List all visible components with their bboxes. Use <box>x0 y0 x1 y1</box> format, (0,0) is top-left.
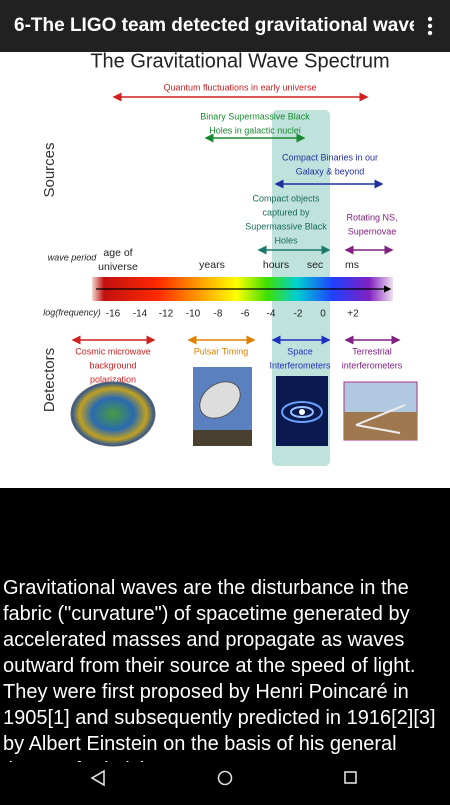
figure-title: The Gravitational Wave Spectrum <box>90 50 389 72</box>
source-label: Compact objects <box>252 193 320 203</box>
cmb-image <box>70 381 156 447</box>
detector-label: polarization <box>90 374 136 384</box>
frequency-tick: -8 <box>214 309 223 320</box>
source-label: captured by <box>262 207 310 217</box>
period-label: universe <box>98 261 138 273</box>
recents-button[interactable] <box>344 771 357 784</box>
arrows <box>71 92 401 345</box>
source-label: Holes <box>274 235 298 245</box>
source-label: Binary Supermassive Black <box>200 111 310 121</box>
frequency-tick: -4 <box>267 309 276 320</box>
nav-buttons <box>90 769 357 787</box>
frequency-tick: -6 <box>241 309 250 320</box>
frequency-tick: -12 <box>159 309 174 320</box>
wave-period-label: wave period <box>48 252 98 262</box>
period-label: sec <box>307 259 323 271</box>
source-label: Rotating NS, <box>346 212 397 222</box>
detector-label: Interferometers <box>269 360 331 370</box>
source-label: Galaxy & beyond <box>296 166 365 176</box>
source-label: Holes in galactic nuclei <box>209 125 301 135</box>
period-label: years <box>199 259 225 271</box>
home-button[interactable] <box>217 770 233 786</box>
source-label: Supermassive Black <box>245 221 327 231</box>
log-frequency-label: log(frequency) <box>43 307 101 317</box>
source-label: Supernovae <box>348 226 397 236</box>
frequency-tick: -2 <box>294 309 303 320</box>
source-label: Quantum fluctuations in early universe <box>163 82 316 92</box>
article-text: Gravitational waves are the disturbance … <box>3 577 436 763</box>
pulsar-image <box>193 367 252 446</box>
frequency-tick: 0 <box>320 309 326 320</box>
app-bar: 6-The LIGO team detected gravitational w… <box>0 0 450 52</box>
frequency-tick: -16 <box>106 309 121 320</box>
frequency-tick: -14 <box>133 309 148 320</box>
period-label: hours <box>263 259 289 271</box>
source-label: Compact Binaries in our <box>282 152 378 162</box>
detector-label: Space <box>287 346 313 356</box>
detector-label: Cosmic microwave <box>75 346 151 356</box>
period-label: age of <box>103 247 132 259</box>
period-label: ms <box>345 259 359 271</box>
detectors-label: Detectors <box>41 348 58 412</box>
figure: The Gravitational Wave Spectrum Sources … <box>0 50 450 488</box>
terrestrial-image <box>343 381 418 441</box>
detector-label: Pulsar Timing <box>194 346 249 356</box>
frequency-tick: +2 <box>347 309 359 320</box>
space-image <box>276 376 328 446</box>
sources-label: Sources <box>41 142 58 197</box>
detector-label: background <box>89 360 136 370</box>
overflow-menu[interactable] <box>424 16 436 36</box>
frequency-tick: -10 <box>186 309 201 320</box>
detector-label: Terrestrial <box>352 346 392 356</box>
nav-bar <box>0 762 450 800</box>
detector-label: interferometers <box>342 360 403 370</box>
app-title: 6-The LIGO team detected gravitational w… <box>14 15 414 36</box>
back-button[interactable] <box>90 769 105 787</box>
